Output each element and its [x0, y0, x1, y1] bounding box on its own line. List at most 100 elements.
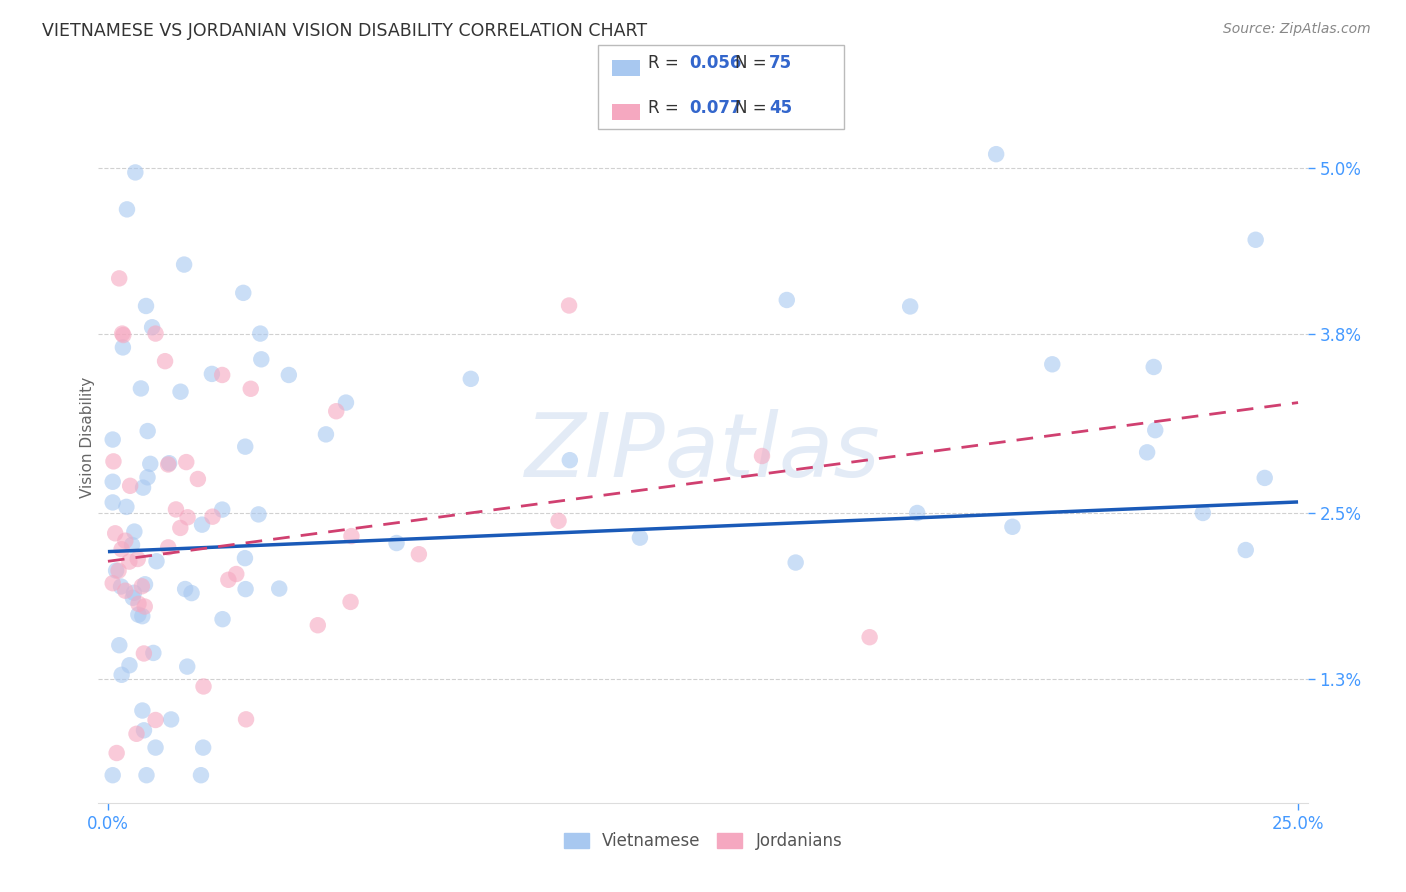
Point: [157, 458, 180, 472]
Point: [135, 299, 157, 313]
Point: [160, 713, 183, 727]
Point: [1143, 359, 1166, 374]
Point: [142, 646, 165, 660]
Point: [247, 508, 270, 522]
Point: [211, 368, 233, 382]
Legend: Vietnamese, Jordanians: Vietnamese, Jordanians: [557, 825, 849, 856]
Point: [120, 479, 142, 493]
Point: [547, 514, 569, 528]
Point: [118, 555, 141, 569]
Point: [132, 647, 155, 661]
Point: [145, 326, 167, 341]
Point: [190, 768, 212, 782]
Point: [141, 320, 163, 334]
Point: [136, 470, 159, 484]
Point: [315, 427, 337, 442]
Text: Source: ZipAtlas.com: Source: ZipAtlas.com: [1223, 22, 1371, 37]
Point: [145, 740, 167, 755]
Point: [211, 612, 233, 626]
Point: [127, 597, 149, 611]
Point: [1254, 471, 1277, 485]
Point: [187, 472, 209, 486]
Text: N =: N =: [735, 99, 772, 117]
Point: [1244, 233, 1267, 247]
Point: [132, 723, 155, 738]
Point: [201, 367, 224, 381]
Point: [201, 509, 224, 524]
Point: [385, 536, 408, 550]
Point: [153, 354, 176, 368]
Text: N =: N =: [735, 54, 772, 72]
Point: [250, 352, 273, 367]
Point: [335, 395, 357, 409]
Point: [108, 638, 131, 652]
Point: [558, 453, 581, 467]
Point: [114, 533, 136, 548]
Point: [105, 746, 128, 760]
Point: [898, 300, 921, 314]
Point: [125, 727, 148, 741]
Point: [169, 521, 191, 535]
Point: [127, 552, 149, 566]
Text: R =: R =: [648, 54, 685, 72]
Point: [131, 609, 153, 624]
Point: [145, 713, 167, 727]
Point: [558, 298, 581, 312]
Text: ZIPatlas: ZIPatlas: [526, 409, 880, 495]
Point: [118, 658, 141, 673]
Point: [751, 449, 773, 463]
Text: 45: 45: [769, 99, 792, 117]
Point: [124, 524, 146, 539]
Point: [232, 285, 254, 300]
Text: VIETNAMESE VS JORDANIAN VISION DISABILITY CORRELATION CHART: VIETNAMESE VS JORDANIAN VISION DISABILIT…: [42, 22, 647, 40]
Point: [111, 542, 134, 557]
Point: [180, 586, 202, 600]
Point: [859, 630, 882, 644]
Point: [129, 381, 152, 395]
Point: [277, 368, 299, 382]
Point: [121, 538, 143, 552]
Point: [173, 258, 195, 272]
Point: [145, 554, 167, 568]
Point: [157, 456, 180, 470]
Point: [132, 481, 155, 495]
Point: [115, 500, 138, 514]
Point: [101, 576, 124, 591]
Point: [110, 580, 132, 594]
Point: [1192, 506, 1215, 520]
Point: [105, 564, 128, 578]
Point: [340, 529, 363, 543]
Point: [124, 165, 146, 179]
Point: [249, 326, 271, 341]
Point: [1040, 357, 1063, 371]
Point: [325, 404, 347, 418]
Point: [103, 454, 125, 468]
Y-axis label: Vision Disability: Vision Disability: [80, 376, 94, 498]
Point: [134, 577, 156, 591]
Point: [193, 680, 215, 694]
Point: [235, 712, 257, 726]
Point: [1234, 543, 1257, 558]
Point: [233, 440, 256, 454]
Point: [233, 551, 256, 566]
Point: [157, 541, 180, 555]
Point: [339, 595, 361, 609]
Text: 75: 75: [769, 54, 792, 72]
Point: [104, 526, 127, 541]
Text: 0.077: 0.077: [689, 99, 741, 117]
Text: R =: R =: [648, 99, 685, 117]
Point: [127, 607, 149, 622]
Point: [135, 768, 157, 782]
Point: [165, 502, 187, 516]
Point: [131, 579, 153, 593]
Point: [176, 510, 198, 524]
Point: [108, 271, 131, 285]
Point: [115, 202, 138, 217]
Point: [1136, 445, 1159, 459]
Point: [905, 506, 928, 520]
Point: [114, 583, 136, 598]
Point: [111, 667, 134, 681]
Point: [176, 659, 198, 673]
Point: [986, 147, 1008, 161]
Point: [136, 424, 159, 438]
